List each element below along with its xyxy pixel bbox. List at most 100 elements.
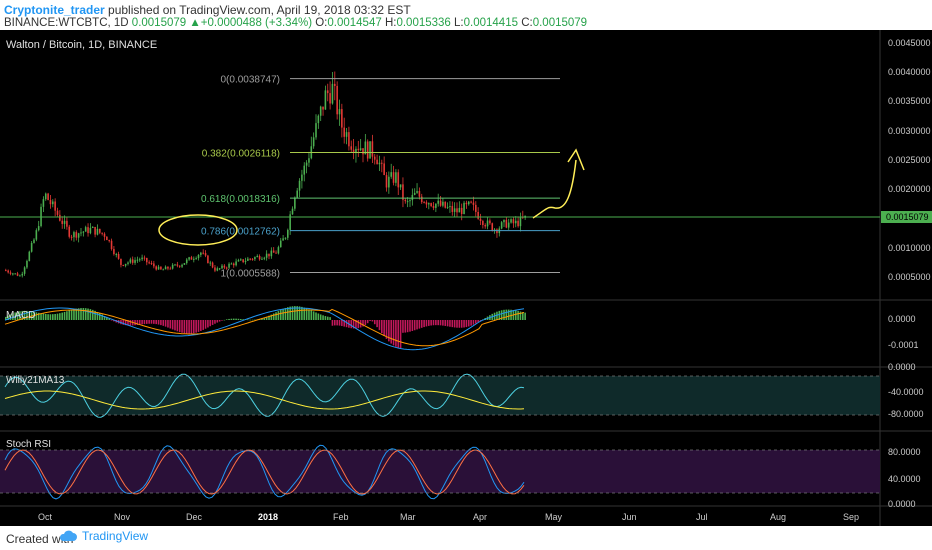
macd-histogram-bar — [399, 320, 402, 349]
chart-area[interactable]: 0(0.0038747) 0.382(0.0026118) 0.618(0.0018… — [0, 30, 932, 526]
candle-body — [176, 264, 179, 266]
candle-body — [16, 273, 19, 276]
candle-body — [491, 223, 494, 231]
candle-body — [54, 201, 56, 211]
willy-tick: -40.0000 — [888, 387, 924, 397]
candle-body — [56, 210, 59, 215]
macd-histogram-bar — [437, 320, 439, 326]
macd-histogram-bar — [141, 320, 143, 325]
macd-histogram-bar — [289, 306, 291, 320]
macd-histogram-bar — [291, 306, 294, 320]
macd-histogram-bar — [47, 314, 49, 320]
candle-body — [40, 206, 42, 227]
macd-histogram-bar — [458, 320, 461, 328]
macd-histogram-bar — [411, 320, 414, 331]
time-tick: Mar — [400, 512, 416, 522]
candle-body — [484, 224, 486, 227]
macd-histogram-bar — [94, 310, 96, 320]
candle-body — [204, 253, 207, 256]
candle-body — [188, 257, 190, 260]
candle-body — [136, 259, 139, 261]
macd-histogram-bar — [524, 312, 526, 320]
macd-histogram-bar — [460, 320, 463, 328]
macd-histogram-bar — [420, 320, 423, 328]
willy-tick: 0.0000 — [888, 362, 916, 372]
close-value: 0.0015079 — [532, 17, 588, 29]
author-link[interactable]: Cryptonite_trader — [4, 3, 105, 17]
candle-body — [44, 193, 47, 200]
candle-body — [479, 218, 482, 222]
candle-body — [486, 220, 489, 227]
publish-line: Cryptonite_trader published on TradingVi… — [4, 3, 411, 17]
macd-histogram-bar — [296, 306, 298, 320]
time-tick: Sep — [843, 512, 859, 522]
candle-body — [411, 194, 414, 201]
candle-body — [82, 231, 85, 233]
candle-body — [129, 259, 132, 263]
macd-histogram-bar — [174, 320, 176, 331]
candle-body — [312, 137, 315, 147]
time-tick: Nov — [114, 512, 131, 522]
close-label: C: — [521, 17, 533, 29]
candle-body — [113, 249, 115, 255]
macd-histogram-bar — [63, 311, 66, 320]
macd-histogram-bar — [54, 313, 56, 320]
candle-body — [496, 229, 498, 234]
candle-body — [26, 260, 28, 268]
candle-body — [66, 220, 68, 227]
macd-histogram-bar — [21, 310, 24, 320]
macd-histogram-bar — [12, 313, 14, 320]
macd-histogram-bar — [84, 308, 87, 320]
candle-body — [70, 236, 73, 238]
candle-body — [284, 237, 287, 239]
macd-histogram-bar — [87, 308, 89, 320]
candle-body — [512, 219, 515, 224]
macd-histogram-bar — [279, 309, 282, 320]
candle-body — [373, 156, 376, 160]
macd-histogram-bar — [336, 320, 338, 326]
candle-body — [101, 232, 103, 234]
fib-label: 1(0.0005588) — [221, 269, 281, 280]
candle-body — [91, 226, 94, 228]
macd-histogram-bar — [101, 314, 103, 320]
candle-body — [19, 275, 21, 277]
macd-histogram-bar — [402, 320, 404, 333]
candle-body — [258, 256, 261, 260]
macd-histogram-bar — [498, 310, 501, 320]
candle-body — [475, 204, 477, 212]
macd-histogram-bar — [176, 320, 179, 332]
macd-histogram-bar — [364, 320, 367, 326]
candle-body — [289, 214, 291, 230]
macd-histogram-bar — [146, 320, 148, 324]
candle-body — [157, 266, 160, 270]
candle-body — [209, 262, 212, 264]
macd-histogram-bar — [268, 315, 270, 320]
macd-histogram-bar — [66, 311, 68, 320]
macd-histogram-bar — [366, 320, 369, 324]
tradingview-logo[interactable]: TradingView — [58, 529, 148, 543]
current-price-tag — [881, 211, 932, 223]
macd-histogram-bar — [284, 307, 287, 320]
candle-body — [23, 267, 26, 274]
macd-histogram-bar — [91, 309, 94, 320]
candle-body — [324, 90, 327, 110]
macd-histogram-bar — [369, 320, 371, 322]
candle-body — [106, 236, 108, 241]
stoch-band — [0, 450, 880, 493]
price-chart[interactable]: 0(0.0038747) 0.382(0.0026118) 0.618(0.0018… — [0, 30, 932, 526]
willy-ma-line — [4, 390, 525, 410]
candle-body — [240, 259, 242, 261]
macd-histogram-bar — [472, 320, 475, 325]
candle-body — [357, 148, 360, 151]
candle-body — [348, 132, 350, 147]
high-value: 0.0015336 — [396, 17, 451, 29]
candle-body — [80, 232, 82, 234]
candle-body — [247, 258, 249, 261]
macd-histogram-bar — [138, 320, 141, 325]
macd-histogram-bar — [514, 310, 517, 320]
candle-body — [251, 258, 254, 260]
candle-body — [103, 233, 106, 237]
macd-histogram-bar — [338, 320, 341, 326]
candle-body — [94, 226, 96, 235]
macd-histogram-bar — [334, 320, 336, 326]
